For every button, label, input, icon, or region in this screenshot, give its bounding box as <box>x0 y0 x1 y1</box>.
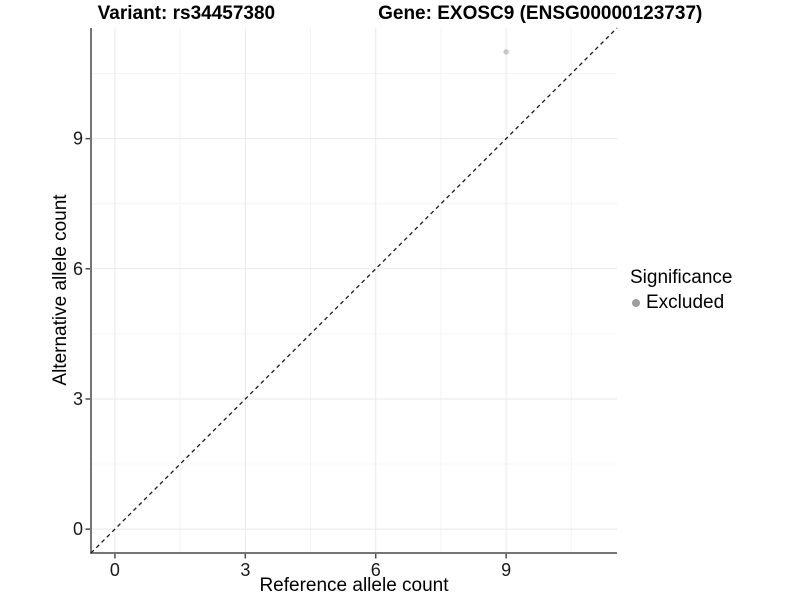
legend-entry-excluded: Excluded <box>632 292 732 314</box>
y-axis-title: Alternative allele count <box>50 194 71 386</box>
legend: Significance Excluded <box>630 266 732 314</box>
x-tick-label: 0 <box>110 560 120 580</box>
x-tick-label: 9 <box>501 560 511 580</box>
legend-entry-label: Excluded <box>646 292 725 313</box>
y-tick-label: 9 <box>73 129 83 149</box>
data-point <box>503 49 509 55</box>
x-axis-title: Reference allele count <box>259 575 449 596</box>
legend-title: Significance <box>630 267 733 288</box>
y-tick-label: 6 <box>73 259 83 279</box>
gene-title: Gene: EXOSC9 (ENSG00000123737) <box>378 3 703 24</box>
legend-point-icon <box>632 299 640 307</box>
x-tick-label: 6 <box>371 560 381 580</box>
plot-title: Variant: rs34457380 Gene: EXOSC9 (ENSG00… <box>0 4 800 24</box>
identity-line <box>90 27 618 554</box>
variant-title: Variant: rs34457380 <box>97 3 276 24</box>
y-tick-label: 0 <box>73 519 83 539</box>
y-tick-label: 3 <box>73 389 83 409</box>
x-tick-label: 3 <box>240 560 250 580</box>
